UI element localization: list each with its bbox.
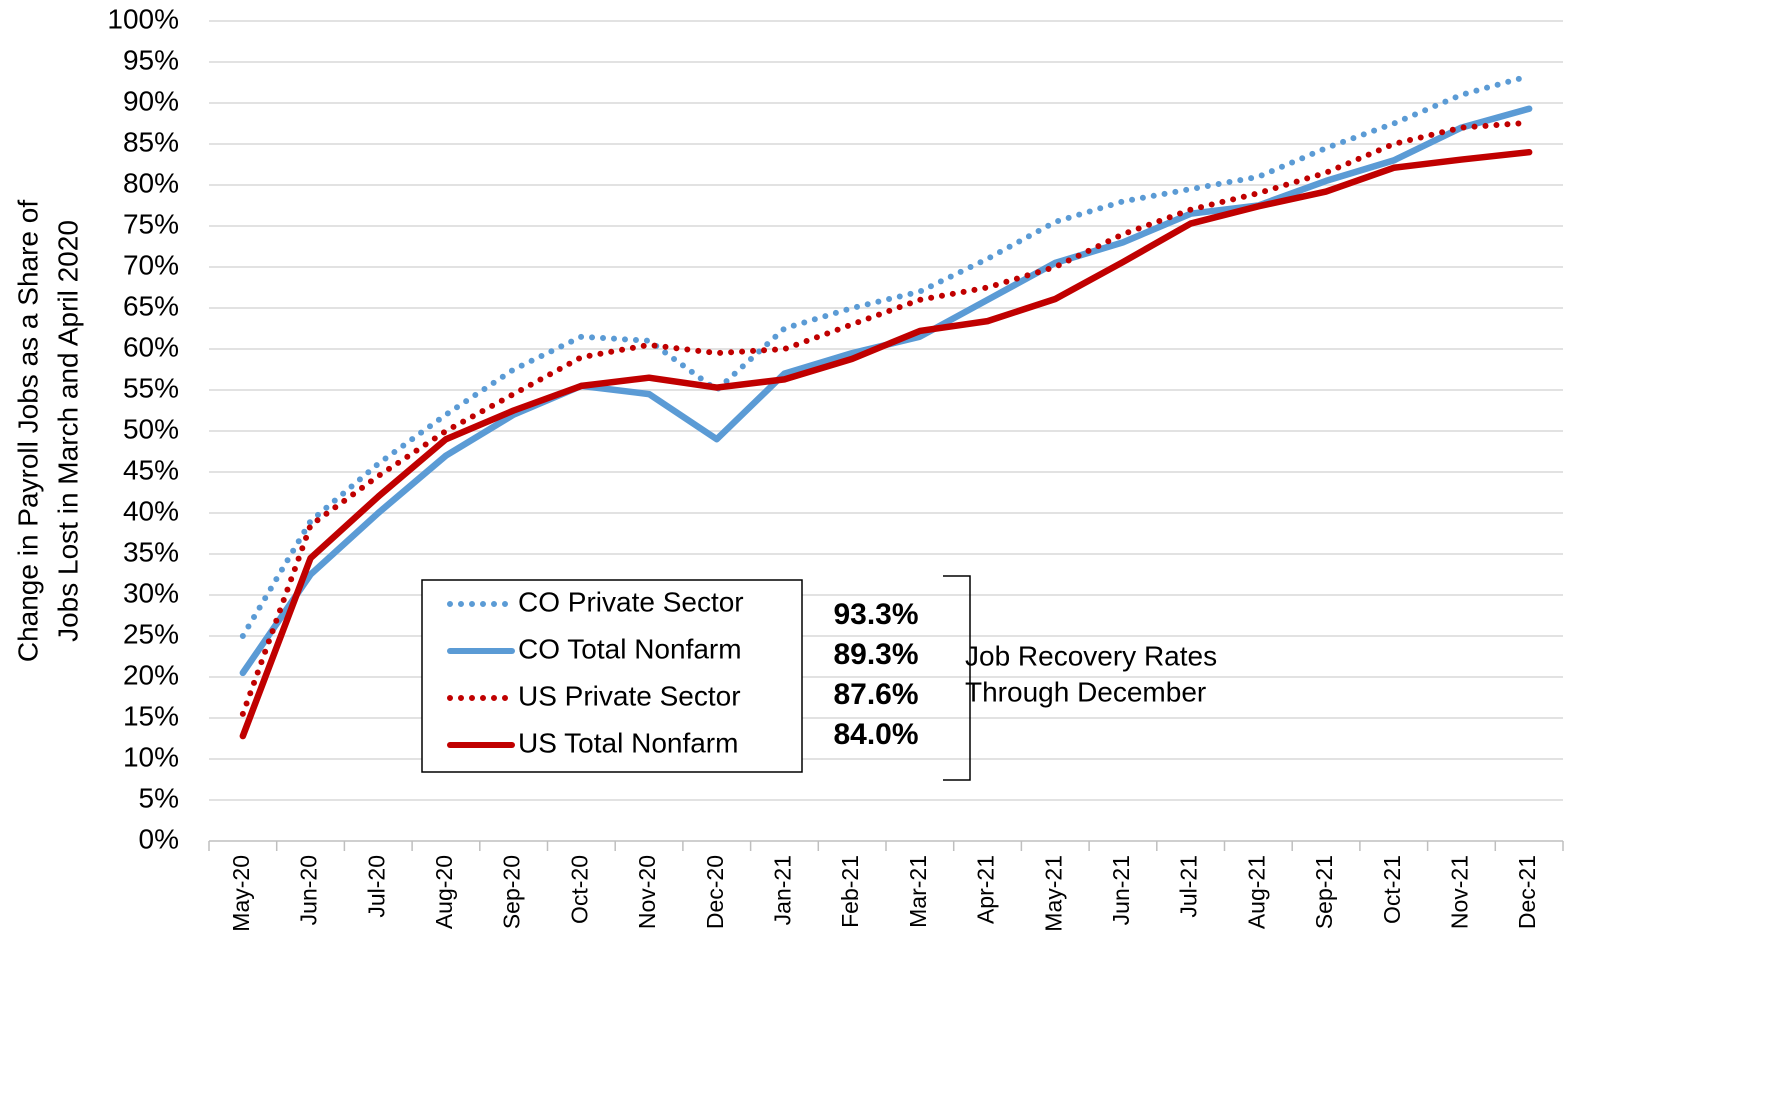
x-tick-label: Jul-20 (363, 855, 389, 918)
series-line (239, 148, 1533, 740)
x-tick-label: Apr-21 (973, 855, 999, 924)
x-tick-label: Jul-21 (1176, 855, 1202, 918)
legend-box (421, 579, 803, 773)
x-tick-label: Aug-20 (431, 855, 457, 929)
y-tick-label: 45% (123, 454, 179, 485)
x-tick-label: Jun-20 (296, 855, 322, 925)
y-tick-label: 75% (123, 208, 179, 239)
y-tick-label: 35% (123, 536, 179, 567)
recovery-rate: 93.3% (833, 598, 918, 631)
y-tick-label: 5% (139, 782, 179, 813)
y-tick-label: 100% (107, 3, 179, 34)
x-tick-label: Feb-21 (837, 855, 863, 928)
y-axis-title-line: Change in Payroll Jobs as a Share of (12, 200, 43, 662)
x-tick-label: Nov-21 (1447, 855, 1473, 929)
legend-label: US Private Sector (518, 680, 741, 711)
y-tick-label: 55% (123, 372, 179, 403)
x-tick-label: Sep-21 (1311, 855, 1337, 929)
bracket (943, 575, 971, 781)
y-tick-label: 80% (123, 167, 179, 198)
x-tick-label: Jan-21 (770, 855, 796, 925)
legend-label: CO Total Nonfarm (518, 633, 742, 664)
legend-label: US Total Nonfarm (518, 727, 738, 758)
y-tick-label: 20% (123, 659, 179, 690)
recovery-rate: 89.3% (833, 638, 918, 671)
recovery-rate: 84.0% (833, 718, 918, 751)
legend-label: CO Private Sector (518, 586, 744, 617)
annotation: Job Recovery Rates (965, 640, 1217, 671)
x-tick-label: Jun-21 (1108, 855, 1134, 925)
y-tick-label: 70% (123, 249, 179, 280)
y-axis-title: Change in Payroll Jobs as a Share of Job… (12, 200, 83, 662)
y-tick-label: 0% (139, 823, 179, 854)
x-tick-label: Aug-21 (1243, 855, 1269, 929)
x-tick-label: May-20 (228, 855, 254, 932)
y-tick-label: 25% (123, 618, 179, 649)
x-tick-label: Dec-20 (702, 855, 728, 929)
y-tick-label: 60% (123, 331, 179, 362)
y-tick-label: 50% (123, 413, 179, 444)
y-tick-label: 30% (123, 577, 179, 608)
x-tick-label: Dec-21 (1514, 855, 1540, 929)
recovery-rate: 87.6% (833, 678, 918, 711)
y-tick-label: 95% (123, 44, 179, 75)
x-tick-label: Nov-20 (634, 855, 660, 929)
y-axis-title-line: Jobs Lost in March and April 2020 (52, 220, 83, 642)
x-tick-label: Mar-21 (905, 855, 931, 928)
x-tick-label: May-21 (1040, 855, 1066, 932)
annotation: Through December (965, 676, 1206, 707)
x-tick-label: Oct-20 (566, 855, 592, 924)
series-line (239, 72, 1533, 639)
y-tick-label: 85% (123, 126, 179, 157)
y-tick-label: 15% (123, 700, 179, 731)
y-tick-label: 40% (123, 495, 179, 526)
x-tick-label: Oct-21 (1379, 855, 1405, 924)
y-tick-label: 65% (123, 290, 179, 321)
y-tick-label: 90% (123, 85, 179, 116)
x-tick-label: Sep-20 (499, 855, 525, 929)
y-tick-label: 10% (123, 741, 179, 772)
